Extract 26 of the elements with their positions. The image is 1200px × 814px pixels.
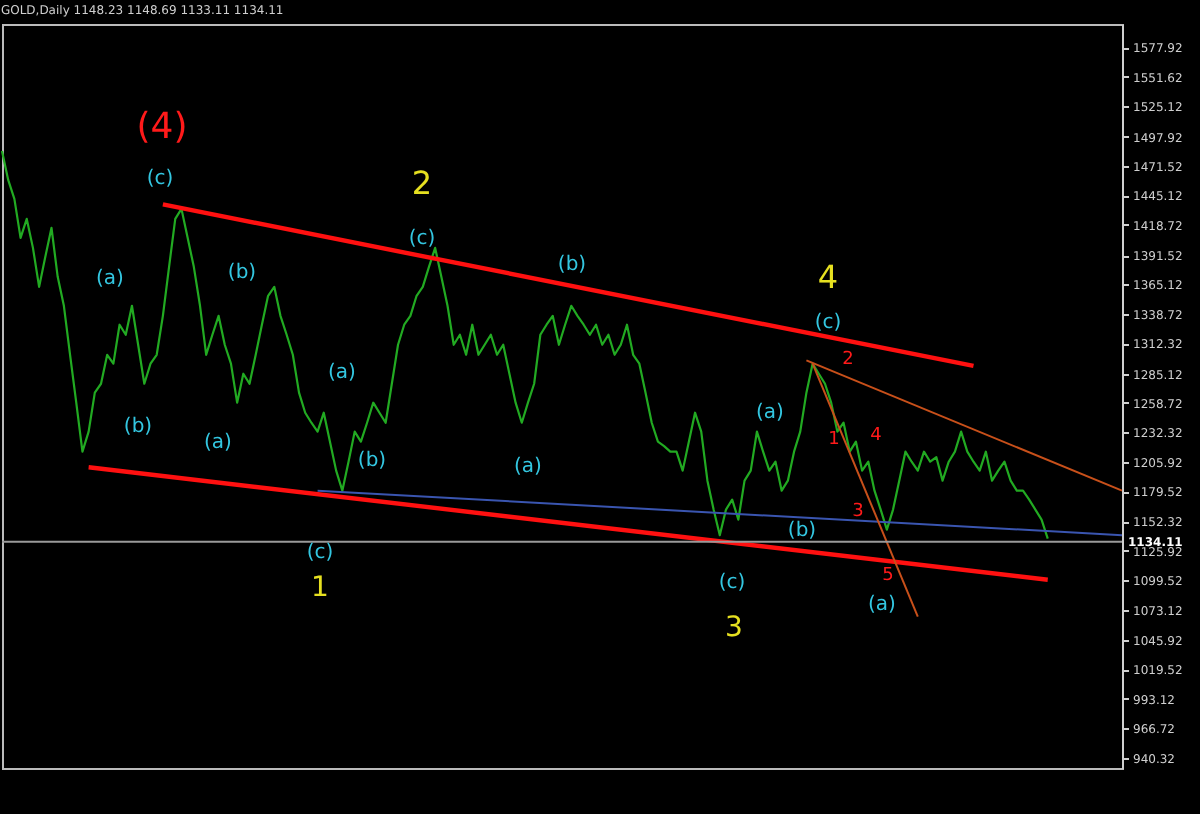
annotation: (c) <box>718 572 746 594</box>
annotation: 3 <box>852 502 864 522</box>
annotation: (b) <box>357 450 387 472</box>
annotation: (c) <box>408 228 436 250</box>
annotation: (a) <box>514 456 543 478</box>
annotation: (b) <box>227 262 257 284</box>
annotation: (a) <box>868 594 897 616</box>
annotation: (b) <box>787 520 817 542</box>
annotation: 2 <box>411 164 433 202</box>
annotation: 3 <box>725 612 743 644</box>
annotation: (c) <box>306 542 334 564</box>
annotation: (a) <box>328 362 357 384</box>
annotation: (a) <box>204 432 233 454</box>
annotation: (c) <box>814 312 842 334</box>
annotation: (b) <box>557 254 587 276</box>
annotation: 1 <box>828 430 840 450</box>
annotation: (a) <box>756 402 785 424</box>
annotation: 5 <box>882 566 894 586</box>
annotation: (c) <box>146 168 174 190</box>
annotation: 4 <box>870 426 883 446</box>
annotation: 2 <box>842 350 854 370</box>
annotation: (b) <box>123 416 153 438</box>
annotation: (4) <box>136 106 188 148</box>
annotation: 4 <box>817 258 839 296</box>
annotation: 1 <box>311 572 329 604</box>
annotation: (a) <box>96 268 125 290</box>
